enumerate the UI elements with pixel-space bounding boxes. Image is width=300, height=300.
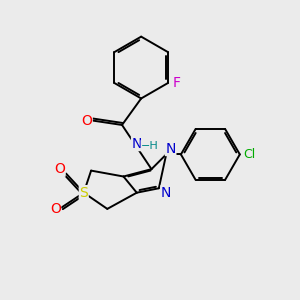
- Text: N: N: [165, 142, 176, 155]
- Text: O: O: [54, 162, 65, 176]
- Text: N: N: [132, 136, 142, 151]
- Text: Cl: Cl: [243, 148, 255, 161]
- Text: S: S: [80, 186, 88, 200]
- Text: O: O: [50, 202, 61, 216]
- Text: −H: −H: [141, 141, 159, 151]
- Text: N: N: [161, 186, 171, 200]
- Text: F: F: [172, 76, 180, 90]
- Text: O: O: [81, 114, 92, 128]
